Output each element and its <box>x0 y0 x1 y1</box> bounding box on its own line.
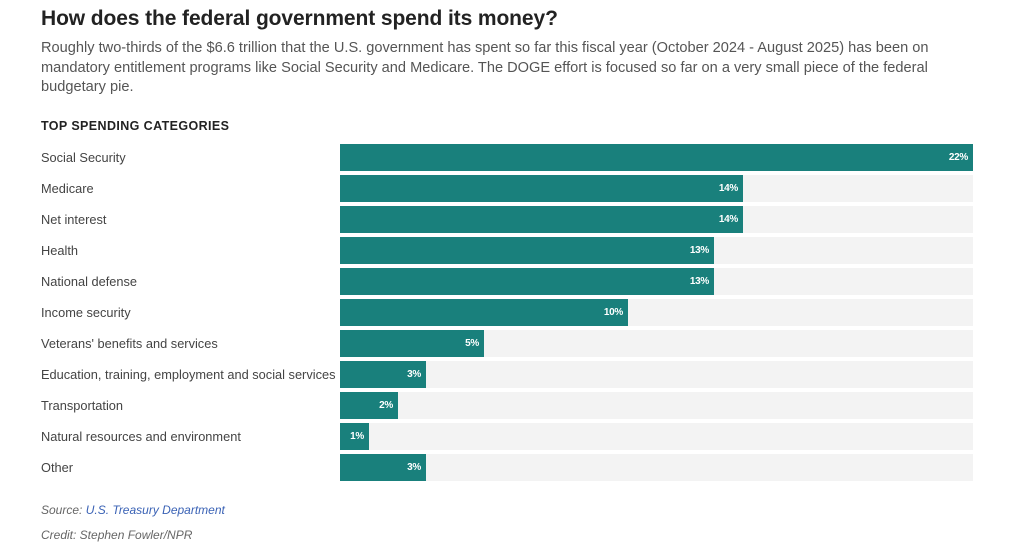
credit-line: Credit: Stephen Fowler/NPR <box>41 528 193 542</box>
category-label: Health <box>41 243 78 258</box>
bar-value-label: 13% <box>689 276 709 287</box>
bar-value-label: 10% <box>603 307 623 318</box>
bar <box>340 454 426 481</box>
bar-track <box>340 423 973 450</box>
category-label: National defense <box>41 274 138 289</box>
bar-value-label: 14% <box>718 214 738 225</box>
bar-track <box>340 392 973 419</box>
bar <box>340 361 426 388</box>
bar <box>340 268 714 295</box>
category-label: Education, training, employment and soci… <box>41 367 336 382</box>
bar <box>340 144 973 171</box>
category-label: Medicare <box>41 181 94 196</box>
bar-value-label: 1% <box>350 431 364 442</box>
category-label: Other <box>41 460 74 475</box>
bar-value-label: 13% <box>689 245 709 256</box>
chart-title: How does the federal government spend it… <box>41 7 558 30</box>
bar <box>340 299 628 326</box>
bar-value-label: 3% <box>407 462 421 473</box>
category-label: Transportation <box>41 398 124 413</box>
category-label: Social Security <box>41 150 126 165</box>
bar-value-label: 14% <box>718 183 738 194</box>
bar-value-label: 2% <box>379 400 393 411</box>
section-label: TOP SPENDING CATEGORIES <box>41 119 230 133</box>
bar-track <box>340 454 973 481</box>
source-link[interactable]: U.S. Treasury Department <box>85 503 225 517</box>
source-prefix: Source: <box>41 503 86 517</box>
chart-subtitle: Roughly two-thirds of the $6.6 trillion … <box>41 40 929 95</box>
bar <box>340 175 743 202</box>
category-label: Natural resources and environment <box>41 429 241 444</box>
bar <box>340 237 714 264</box>
bar <box>340 330 484 357</box>
bar <box>340 423 369 450</box>
category-label: Net interest <box>41 212 107 227</box>
source-line: Source: U.S. Treasury Department <box>41 503 225 517</box>
bar-value-label: 22% <box>948 152 968 163</box>
bar <box>340 392 398 419</box>
bar <box>340 206 743 233</box>
category-label: Veterans' benefits and services <box>41 336 218 351</box>
bar-value-label: 3% <box>407 369 421 380</box>
category-label: Income security <box>41 305 131 320</box>
bar-value-label: 5% <box>465 338 479 349</box>
bar-track <box>340 361 973 388</box>
